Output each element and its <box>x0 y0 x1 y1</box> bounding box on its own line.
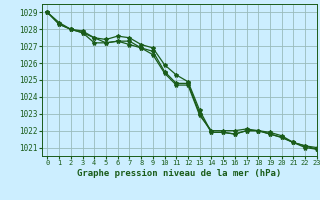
X-axis label: Graphe pression niveau de la mer (hPa): Graphe pression niveau de la mer (hPa) <box>77 169 281 178</box>
